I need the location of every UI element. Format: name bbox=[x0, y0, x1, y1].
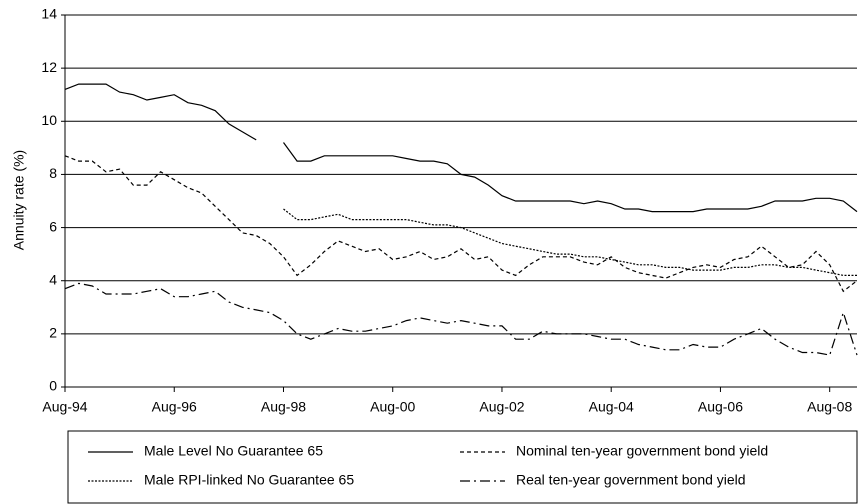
y-axis-label: Annuity rate (%) bbox=[11, 150, 27, 250]
series-line bbox=[64, 83, 858, 213]
x-tick-label: Aug-94 bbox=[42, 399, 87, 415]
y-tick-label: 10 bbox=[41, 112, 57, 128]
series-line bbox=[64, 282, 858, 356]
y-tick-label: 2 bbox=[49, 325, 57, 341]
y-tick-label: 8 bbox=[49, 165, 57, 181]
y-tick-label: 12 bbox=[41, 59, 57, 75]
series-line bbox=[283, 208, 857, 276]
y-tick-label: 0 bbox=[49, 378, 57, 394]
x-tick-label: Aug-00 bbox=[370, 399, 415, 415]
legend-box bbox=[67, 430, 858, 504]
series-line bbox=[64, 155, 858, 293]
x-tick-label: Aug-96 bbox=[152, 399, 197, 415]
x-tick-label: Aug-02 bbox=[479, 399, 524, 415]
x-tick-label: Aug-04 bbox=[589, 399, 634, 415]
y-tick-label: 14 bbox=[41, 6, 57, 22]
y-tick-label: 4 bbox=[49, 271, 57, 287]
legend-label: Real ten-year government bond yield bbox=[516, 472, 746, 488]
legend-label: Male RPI-linked No Guarantee 65 bbox=[144, 472, 354, 488]
legend-label: Male Level No Guarantee 65 bbox=[144, 443, 323, 459]
x-tick-label: Aug-98 bbox=[261, 399, 306, 415]
x-tick-label: Aug-08 bbox=[807, 399, 852, 415]
x-tick-label: Aug-06 bbox=[698, 399, 743, 415]
y-tick-label: 6 bbox=[49, 218, 57, 234]
legend-label: Nominal ten-year government bond yield bbox=[516, 443, 768, 459]
